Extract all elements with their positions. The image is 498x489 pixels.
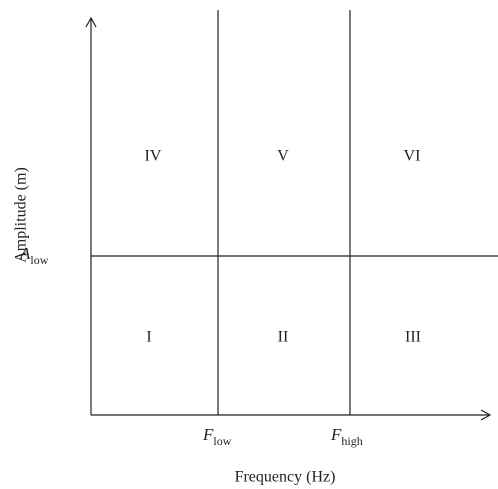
subscript: low <box>30 253 48 267</box>
y-axis-arrow <box>85 16 97 28</box>
region-label: IV <box>145 148 162 165</box>
region-label: III <box>405 329 421 346</box>
subscript: low <box>213 434 231 448</box>
region-label: I <box>146 329 151 346</box>
x-axis-label: Frequency (Hz) <box>235 469 336 486</box>
region-label: II <box>278 329 289 346</box>
symbol: A <box>19 244 31 263</box>
region-label: VI <box>404 148 421 165</box>
subscript: high <box>341 434 362 448</box>
symbol: F <box>330 425 342 444</box>
y-axis-label: Amplitude (m) <box>13 167 30 263</box>
x-axis-arrow <box>480 409 492 421</box>
a-low-label: Alow <box>19 244 49 267</box>
f-low-label: Flow <box>202 425 232 448</box>
symbol: F <box>202 425 214 444</box>
f-high-label: Fhigh <box>330 425 363 448</box>
region-label: V <box>277 148 289 165</box>
